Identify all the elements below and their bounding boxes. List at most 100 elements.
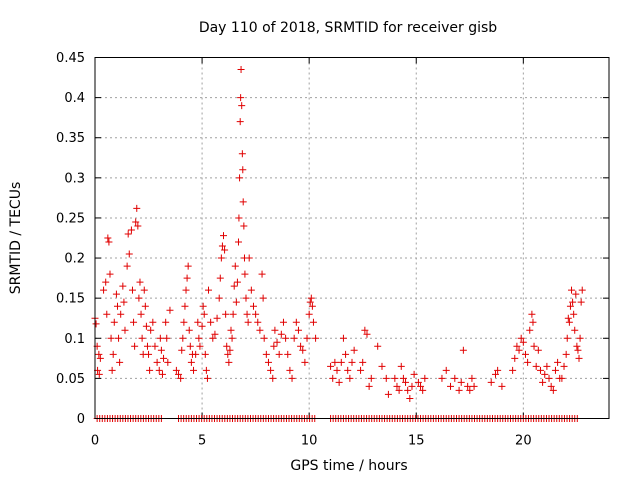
data-point: [226, 346, 234, 354]
data-point: [521, 350, 529, 358]
data-point: [92, 320, 100, 328]
data-point: [378, 362, 386, 370]
data-point: [565, 318, 573, 326]
data-point: [350, 346, 358, 354]
data-point: [498, 382, 506, 390]
axis-ticks: 0 0.05 0.1 0.15 0.2 0.25 0.3 0.35 0.4 0.45 0 5 10 15 2…: [56, 51, 609, 449]
data-point: [578, 286, 586, 294]
data-point: [299, 346, 307, 354]
data-point: [534, 346, 542, 354]
data-point: [329, 374, 337, 382]
data-point: [162, 318, 170, 326]
data-point: [236, 174, 244, 182]
data-point: [203, 374, 211, 382]
data-point: [108, 366, 116, 374]
data-point: [207, 318, 215, 326]
y-tick-label: 0.45: [56, 51, 85, 66]
data-point: [112, 290, 120, 298]
data-point: [459, 346, 467, 354]
data-point: [339, 334, 347, 342]
data-point: [223, 342, 231, 350]
data-point: [183, 274, 191, 282]
data-point: [231, 262, 239, 270]
data-point: [571, 326, 579, 334]
data-point: [119, 282, 127, 290]
data-point: [470, 382, 478, 390]
data-point: [194, 318, 202, 326]
data-point: [515, 346, 523, 354]
data-point: [406, 394, 414, 402]
data-point: [564, 314, 572, 322]
data-point: [103, 310, 111, 318]
data-point: [367, 374, 375, 382]
data-point: [220, 232, 227, 240]
data-point: [312, 334, 320, 342]
data-point: [417, 382, 425, 390]
data-point: [397, 362, 405, 370]
data-point: [576, 334, 584, 342]
data-point: [107, 334, 115, 342]
data-point: [408, 382, 416, 390]
y-tick-label: 0.05: [56, 372, 85, 387]
data-point: [201, 350, 209, 358]
data-point: [181, 302, 189, 310]
y-tick-label: 0.25: [56, 211, 85, 226]
data-point: [240, 222, 248, 230]
data-point: [153, 358, 161, 366]
data-point: [572, 290, 580, 298]
data-point: [335, 378, 343, 386]
data-point: [121, 326, 129, 334]
data-point: [290, 334, 298, 342]
data-point: [120, 298, 128, 306]
data-point: [116, 358, 124, 366]
data-point: [247, 286, 255, 294]
data-point: [384, 390, 392, 398]
data-point: [574, 346, 582, 354]
data-point: [157, 346, 165, 354]
data-point: [447, 382, 455, 390]
data-point: [104, 234, 112, 242]
data-point: [244, 318, 252, 326]
data-point: [264, 358, 272, 366]
data-point: [232, 298, 240, 306]
data-point: [568, 286, 576, 294]
data-point: [457, 378, 465, 386]
data-point: [575, 354, 583, 362]
data-point: [123, 262, 131, 270]
data-point: [558, 374, 566, 382]
data-point: [363, 330, 371, 338]
data-point: [563, 334, 571, 342]
data-point: [127, 226, 135, 234]
data-point: [95, 350, 103, 358]
x-tick-label: 5: [198, 434, 206, 449]
data-point: [327, 362, 335, 370]
data-point: [337, 358, 345, 366]
data-point: [155, 366, 163, 374]
data-point: [141, 302, 149, 310]
y-tick-label: 0.35: [56, 131, 85, 146]
data-point: [196, 342, 204, 350]
data-point: [259, 294, 267, 302]
data-point: [348, 358, 356, 366]
data-point: [164, 358, 172, 366]
data-point: [245, 254, 253, 262]
data-point: [404, 386, 412, 394]
data-point: [158, 370, 166, 378]
data-point: [374, 342, 382, 350]
data-point: [487, 378, 495, 386]
data-point: [282, 334, 290, 342]
data-point: [145, 350, 153, 358]
data-point: [175, 370, 183, 378]
data-point: [133, 204, 141, 212]
data-point: [271, 326, 279, 334]
plot-frame: [94, 57, 610, 419]
data-point: [262, 350, 270, 358]
data-point: [217, 254, 225, 262]
data-point: [288, 374, 296, 382]
data-point: [365, 382, 373, 390]
data-point: [230, 282, 238, 290]
data-point: [200, 310, 208, 318]
data-point: [110, 318, 118, 326]
data-point: [178, 346, 186, 354]
x-axis-label: GPS time / hours: [290, 458, 407, 474]
